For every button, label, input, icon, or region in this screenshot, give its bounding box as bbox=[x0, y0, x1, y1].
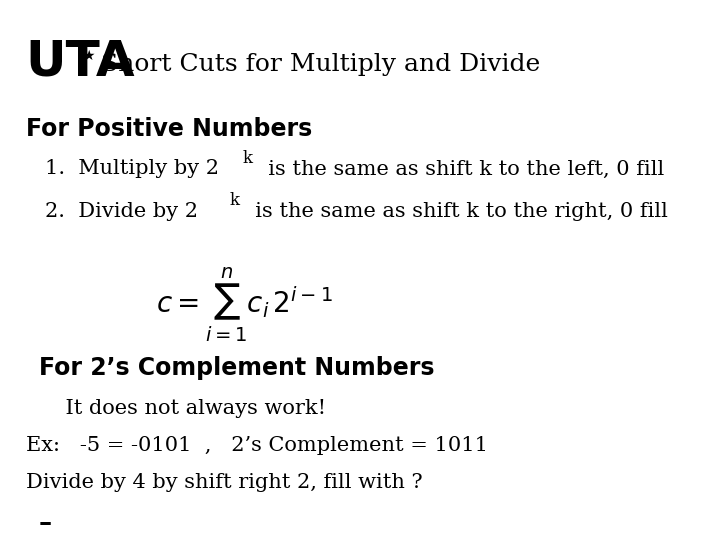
Text: Divide by 4 by shift right 2, fill with ?: Divide by 4 by shift right 2, fill with … bbox=[26, 473, 423, 492]
Text: 2.  Divide by 2: 2. Divide by 2 bbox=[45, 202, 198, 221]
Text: $c = \sum_{i=1}^{n} c_i \, 2^{i-1}$: $c = \sum_{i=1}^{n} c_i \, 2^{i-1}$ bbox=[156, 266, 332, 344]
Text: For Positive Numbers: For Positive Numbers bbox=[26, 117, 312, 141]
Text: k: k bbox=[229, 192, 239, 210]
Text: For 2’s Complement Numbers: For 2’s Complement Numbers bbox=[38, 356, 434, 380]
Text: is the same as shift k to the right, 0 fill: is the same as shift k to the right, 0 f… bbox=[242, 202, 668, 221]
Text: UTA: UTA bbox=[26, 37, 135, 85]
Text: Short Cuts for Multiply and Divide: Short Cuts for Multiply and Divide bbox=[102, 53, 541, 76]
Text: It does not always work!: It does not always work! bbox=[38, 399, 325, 418]
Text: k: k bbox=[243, 150, 253, 167]
Text: 1.  Multiply by 2: 1. Multiply by 2 bbox=[45, 159, 219, 179]
Text: Ex:   -5 = -0101  ,   2’s Complement = 1011: Ex: -5 = -0101 , 2’s Complement = 1011 bbox=[26, 436, 487, 455]
Text: ★: ★ bbox=[82, 49, 94, 63]
Text: is the same as shift k to the left, 0 fill: is the same as shift k to the left, 0 fi… bbox=[256, 159, 665, 179]
Text: –: – bbox=[38, 510, 52, 535]
